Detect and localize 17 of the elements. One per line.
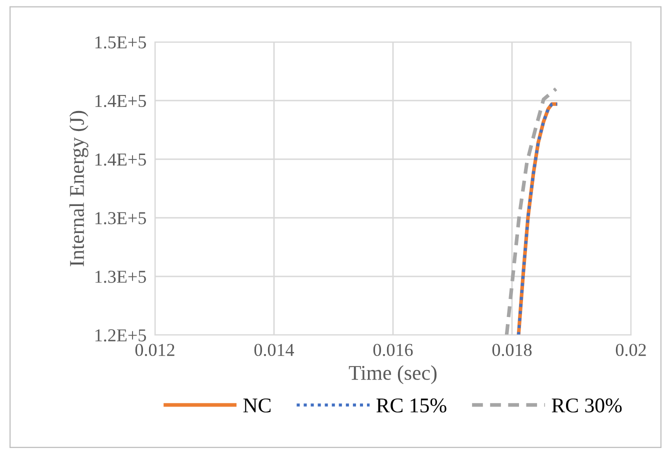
line-series	[504, 87, 558, 335]
legend-label: RC 15%	[376, 398, 446, 413]
x-tick-label: 0.02	[616, 344, 646, 356]
x-tick-label: 0.018	[492, 344, 532, 356]
x-tick-label: 0.016	[373, 344, 413, 356]
y-tick-label: 1.4E+5	[95, 154, 146, 166]
y-tick-label: 1.3E+5	[95, 270, 146, 283]
x-tick-label: 0.012	[135, 344, 174, 356]
x-tick-label: 0.014	[254, 344, 294, 356]
y-tick-label: 1.5E+5	[95, 36, 146, 49]
legend-label: RC 30%	[552, 398, 622, 413]
x-axis-title: Time (sec)	[348, 365, 437, 384]
y-tick-label: 1.3E+5	[95, 212, 146, 224]
y-tick-label: 1.2E+5	[95, 329, 146, 342]
y-axis-title: Internal Energy (J)	[69, 110, 88, 266]
legend-label: NC	[243, 398, 271, 412]
y-tick-label: 1.4E+5	[95, 94, 146, 108]
